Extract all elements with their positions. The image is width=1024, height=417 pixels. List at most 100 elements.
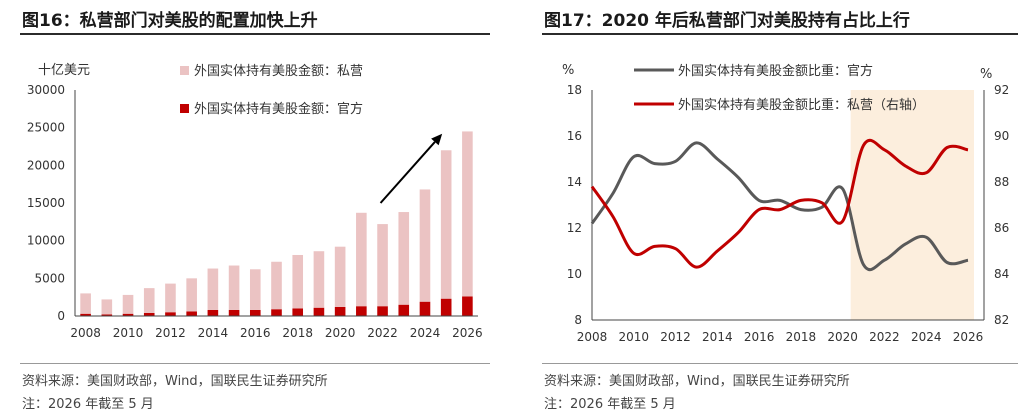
x-tick-label: 2026 — [452, 326, 483, 340]
y-tick-label: 20000 — [27, 158, 65, 172]
trend-arrow-line — [379, 141, 436, 204]
legend-swatch-official — [180, 104, 189, 113]
bar-private — [334, 246, 346, 307]
bar-official — [186, 311, 197, 316]
y-tick-label-right: 82 — [994, 313, 1009, 327]
bar-official — [80, 313, 91, 316]
x-tick-label: 2012 — [660, 330, 691, 344]
bar-official — [292, 308, 304, 316]
bar-official — [377, 306, 388, 316]
bar-chart: 十亿美元 0 5000 10000 15000 20000 25000 30000 2008 20… — [27, 63, 483, 340]
bar-official — [462, 296, 473, 316]
bar-official — [271, 309, 282, 316]
x-tick-label: 2008 — [577, 330, 608, 344]
legend-label-private: 外国实体持有美股金额比重：私营（右轴） — [678, 97, 925, 113]
x-tick-label: 2022 — [869, 330, 900, 344]
chart-panel-17: 图17：2020 年后私营部门对美股持有占比上行 %% 8 10 12 14 16 18 82… — [538, 0, 1024, 417]
trend-arrow-head — [431, 133, 443, 146]
title-rule — [20, 33, 490, 35]
bar-official — [228, 309, 240, 316]
line-chart: % % 8 10 12 14 16 18 82 84 86 88 90 92 2008 2010 2012 201… — [562, 63, 1009, 344]
footnote: 注：2026 年截至 5 月 — [544, 397, 676, 412]
chart-title: 图17：2020 年后私营部门对美股持有占比上行 — [544, 11, 910, 31]
bar-official — [419, 301, 431, 316]
footer-rule — [542, 363, 1018, 364]
footnote: 注：2026 年截至 5 月 — [22, 397, 154, 412]
legend-label-official: 外国实体持有美股金额比重：官方 — [678, 63, 873, 79]
y-tick-label-left: 10 — [567, 267, 582, 281]
y-axis-unit: 十亿美元 — [38, 63, 90, 78]
x-tick-label: 2020 — [827, 330, 858, 344]
x-tick-label: 2022 — [367, 326, 398, 340]
x-tick-label: 2012 — [155, 326, 186, 340]
legend-swatch-private — [180, 66, 189, 75]
bar-private — [313, 251, 325, 308]
x-tick-label: 2018 — [786, 330, 817, 344]
highlight-band — [850, 90, 974, 320]
bar-private — [271, 261, 282, 310]
y-tick-label-left: 18 — [567, 83, 582, 97]
line-series-private — [590, 138, 969, 269]
bar-private — [207, 268, 219, 310]
x-tick-label: 2010 — [113, 326, 144, 340]
bar-official — [334, 306, 346, 316]
legend-label-official: 外国实体持有美股金额：官方 — [194, 101, 363, 117]
y-tick-label-left: 12 — [567, 221, 582, 235]
y-tick-label-left: 8 — [574, 313, 582, 327]
bar-private — [440, 150, 452, 299]
chart-title: 图16：私营部门对美股的配置加快上升 — [22, 11, 318, 31]
y-tick-label: 0 — [57, 309, 65, 323]
bar-private — [228, 265, 240, 310]
bar-official — [313, 307, 325, 316]
bar-private — [143, 288, 155, 313]
bar-private — [122, 294, 134, 314]
bar-private — [249, 269, 261, 310]
y-tick-label: 5000 — [34, 271, 65, 285]
bar-private — [462, 131, 473, 297]
bar-official — [249, 309, 261, 316]
bar-private — [398, 212, 410, 305]
x-tick-label: 2010 — [619, 330, 650, 344]
x-tick-label: 2016 — [744, 330, 775, 344]
bar-private — [80, 293, 91, 314]
title-rule — [542, 33, 1018, 35]
x-tick-label: 2014 — [198, 326, 229, 340]
y-tick-label-right: 84 — [994, 267, 1009, 281]
bar-private — [101, 299, 113, 315]
y-tick-label-right: 86 — [994, 221, 1009, 235]
bar-private — [292, 254, 304, 309]
bar-official — [440, 298, 452, 316]
bar-official — [356, 306, 367, 316]
bar-official — [101, 314, 113, 316]
bar-official — [143, 312, 155, 316]
x-tick-label: 2014 — [702, 330, 733, 344]
footer-rule — [20, 363, 490, 364]
x-tick-label: 2018 — [282, 326, 313, 340]
x-tick-label: 2008 — [70, 326, 101, 340]
bar-official — [165, 312, 176, 316]
source-note: 资料来源：美国财政部，Wind，国联民生证券研究所 — [22, 374, 328, 389]
bar-official — [122, 313, 134, 316]
legend-label-private: 外国实体持有美股金额：私营 — [194, 63, 363, 79]
x-tick-label: 2024 — [911, 330, 942, 344]
x-tick-label: 2020 — [325, 326, 356, 340]
y-tick-label: 15000 — [27, 196, 65, 210]
bar-private — [165, 283, 176, 313]
x-tick-label: 2024 — [410, 326, 441, 340]
bar-private — [377, 224, 388, 307]
line-series-official — [590, 141, 969, 272]
y-tick-label-right: 92 — [994, 83, 1009, 97]
bar-private — [356, 212, 367, 307]
bar-official — [398, 304, 410, 316]
y-tick-label: 25000 — [27, 121, 65, 135]
bar-private — [419, 189, 431, 302]
source-note: 资料来源：美国财政部，Wind，国联民生证券研究所 — [544, 374, 850, 389]
y-tick-label-right: 90 — [994, 129, 1009, 143]
y-tick-label: 30000 — [27, 83, 65, 97]
chart-panel-16: 图16：私营部门对美股的配置加快上升 十亿美元 0 5000 10000 15000 20… — [20, 11, 490, 412]
bar-private — [186, 278, 197, 312]
bar-official — [207, 309, 219, 316]
x-tick-label: 2016 — [240, 326, 271, 340]
y-axis-unit-left: % — [562, 63, 574, 78]
y-axis-unit-right: % — [980, 67, 992, 82]
